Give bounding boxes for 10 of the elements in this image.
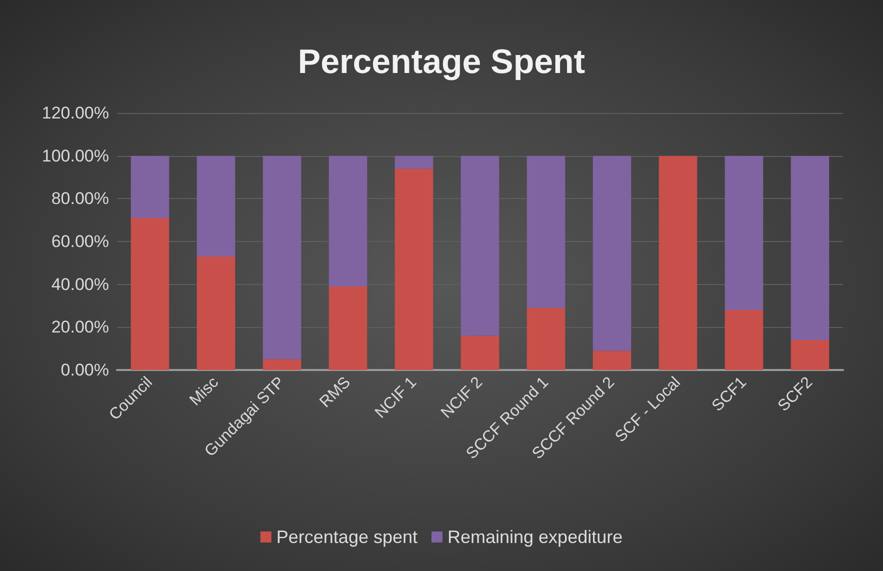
legend-label: Percentage spent (276, 527, 418, 547)
y-tick-label: 20.00% (51, 318, 109, 337)
y-tick-label: 0.00% (60, 360, 109, 380)
legend-label: Remaining expediture (448, 527, 623, 547)
y-tick-label: 80.00% (51, 189, 109, 208)
chart-title: Percentage Spent (298, 43, 586, 81)
y-tick-label: 100.00% (42, 146, 109, 166)
y-tick-label: 60.00% (51, 232, 109, 251)
y-tick-label: 40.00% (51, 274, 109, 294)
y-tick-label: 120.00% (42, 104, 109, 122)
